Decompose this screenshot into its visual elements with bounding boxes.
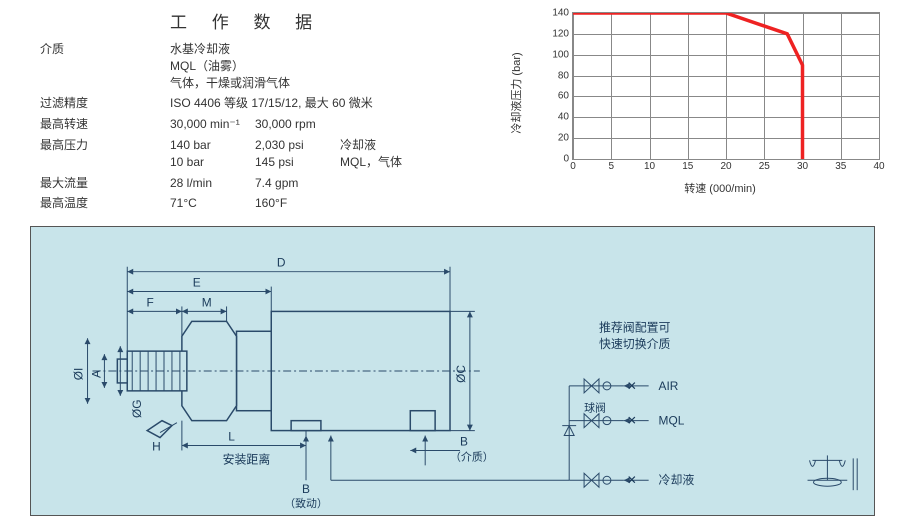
ytick: 80 <box>558 70 573 81</box>
val-maxpress-r2c1: 10 bar <box>170 154 255 171</box>
section-title: 工 作 数 据 <box>170 8 500 33</box>
label-filtration: 过滤精度 <box>40 95 170 112</box>
label-B-act-sub: （致动） <box>284 496 328 510</box>
val-medium-3: 气体，干燥或润滑气体 <box>170 75 500 92</box>
xtick: 35 <box>835 159 846 172</box>
dim-H: H <box>152 440 161 454</box>
chart-line <box>573 13 803 159</box>
label-maxflow: 最大流量 <box>40 175 170 192</box>
xtick: 25 <box>759 159 770 172</box>
ytick: 20 <box>558 133 573 144</box>
xtick: 30 <box>797 159 808 172</box>
val-maxflow-2: 7.4 gpm <box>255 175 340 192</box>
xtick: 40 <box>873 159 884 172</box>
val-maxpress-r1c2: 2,030 psi <box>255 137 340 154</box>
label-recommend2: 快速切换介质 <box>599 337 671 351</box>
xtick: 20 <box>720 159 731 172</box>
engineering-diagram: D E F M ØI A ØG ØC H L 安装距离 <box>30 226 875 516</box>
chart-y-label: 冷却液压力 (bar) <box>508 52 524 133</box>
spec-table: 工 作 数 据 介质 水基冷却液 MQL（油雾） 气体，干燥或润滑气体 过滤精度… <box>40 8 500 216</box>
ytick: 40 <box>558 112 573 123</box>
xtick: 5 <box>608 159 614 172</box>
cross-mql: ✕ <box>627 414 637 428</box>
balance-icon <box>808 456 858 491</box>
dim-L: L <box>228 430 235 444</box>
xtick: 0 <box>570 159 576 172</box>
chart-x-label: 转速 (000/min) <box>550 180 890 196</box>
val-medium-2: MQL（油雾） <box>170 58 500 75</box>
val-maxtemp-2: 160°F <box>255 195 340 212</box>
val-maxpress-r2c3: MQL，气体 <box>340 154 402 171</box>
pressure-speed-chart: 冷却液压力 (bar) 0204060801001201400510152025… <box>500 8 890 216</box>
label-mql: MQL <box>659 414 685 428</box>
xtick: 15 <box>682 159 693 172</box>
label-B-act: B <box>302 482 310 496</box>
label-ballvalve: 球阀 <box>584 401 606 415</box>
ytick: 140 <box>552 8 573 19</box>
dim-A: A <box>89 370 103 378</box>
xtick: 10 <box>644 159 655 172</box>
dim-OI: ØI <box>72 368 86 381</box>
dim-M: M <box>202 296 212 310</box>
val-maxpress-r1c1: 140 bar <box>170 137 255 154</box>
label-coolant: 冷却液 <box>659 473 695 487</box>
ytick: 120 <box>552 28 573 39</box>
label-recommend1: 推荐阀配置可 <box>599 320 671 334</box>
dim-D: D <box>277 256 286 270</box>
label-maxpress: 最高压力 <box>40 137 170 171</box>
dim-F: F <box>146 296 153 310</box>
diagram-svg: D E F M ØI A ØG ØC H L 安装距离 <box>31 227 874 515</box>
label-B-med-sub: （介质） <box>450 451 494 464</box>
label-maxtemp: 最高温度 <box>40 195 170 212</box>
val-medium-1: 水基冷却液 <box>170 41 500 58</box>
val-maxflow-1: 28 l/min <box>170 175 255 192</box>
val-maxspeed-2: 30,000 rpm <box>255 116 340 133</box>
val-maxspeed-1: 30,000 min⁻¹ <box>170 116 255 133</box>
val-maxpress-r1c3: 冷却液 <box>340 137 376 154</box>
dim-OC: ØC <box>454 365 468 383</box>
val-maxtemp-1: 71°C <box>170 195 255 212</box>
label-mount: 安装距离 <box>223 453 271 467</box>
label-air: AIR <box>659 379 679 393</box>
ytick: 100 <box>552 49 573 60</box>
cross-coolant: ✕ <box>627 473 637 487</box>
label-B-med: B <box>460 435 468 449</box>
ytick: 60 <box>558 91 573 102</box>
val-filtration: ISO 4406 等级 17/15/12, 最大 60 微米 <box>170 95 500 112</box>
label-maxspeed: 最高转速 <box>40 116 170 133</box>
cross-air: ✕ <box>627 379 637 393</box>
dim-E: E <box>193 276 201 290</box>
val-maxpress-r2c2: 145 psi <box>255 154 340 171</box>
dim-OG: ØG <box>130 400 144 419</box>
label-medium: 介质 <box>40 41 170 91</box>
